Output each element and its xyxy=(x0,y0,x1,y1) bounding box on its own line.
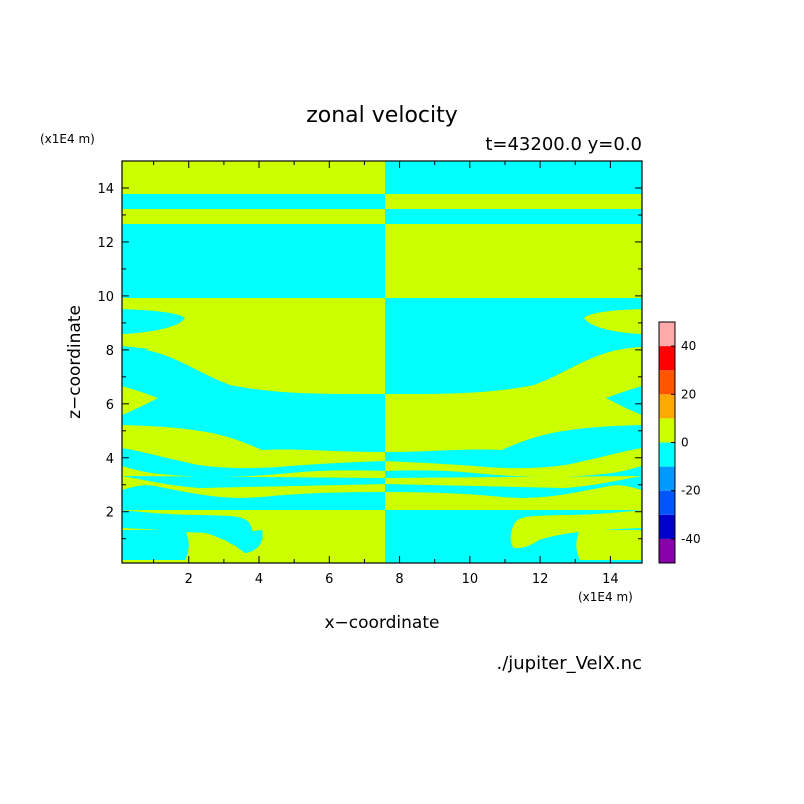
field-region-negative xyxy=(122,476,385,488)
x-tick-label: 14 xyxy=(602,572,619,587)
field-region-positive xyxy=(385,485,642,510)
y-unit-label: (x1E4 m) xyxy=(40,132,95,146)
colorbar-segment xyxy=(659,322,675,347)
x-tick-label: 2 xyxy=(185,572,193,587)
y-axis: 2 4 6 8 10 12 14 xyxy=(97,182,642,540)
field-left-half xyxy=(122,161,385,563)
source-file-label: ./jupiter_VelX.nc xyxy=(496,653,642,674)
colorbar-segment xyxy=(659,490,675,515)
colorbar: -40 -20 0 20 40 xyxy=(658,321,701,564)
plot-area: 2 4 6 8 10 12 14 2 4 6 8 10 12 14 xyxy=(97,160,643,587)
field-right-half xyxy=(385,161,642,563)
field-region-positive xyxy=(385,347,642,452)
y-tick-label: 8 xyxy=(106,344,114,359)
field-region-negative xyxy=(222,530,263,553)
colorbar-segment xyxy=(659,370,675,395)
colorbar-tick-label: -20 xyxy=(681,484,701,498)
colorbar-tick-label: 40 xyxy=(681,339,696,353)
y-tick-label: 2 xyxy=(106,506,114,521)
y-tick-label: 10 xyxy=(97,290,114,305)
colorbar-tick-label: -40 xyxy=(681,532,701,546)
x-tick-label: 10 xyxy=(462,572,479,587)
chart-subtitle: t=43200.0 y=0.0 xyxy=(485,134,642,155)
field-region-negative xyxy=(122,530,189,560)
colorbar-segment xyxy=(659,466,675,491)
field-region-negative xyxy=(122,448,385,477)
y-tick-label: 6 xyxy=(106,398,114,413)
y-tick-label: 12 xyxy=(97,236,114,251)
field-region-negative xyxy=(122,194,385,209)
colorbar-segment xyxy=(659,514,675,539)
y-tick-label: 14 xyxy=(97,182,114,197)
field-region-negative xyxy=(122,309,185,334)
field-region-negative xyxy=(122,347,385,452)
field-region-negative xyxy=(122,224,385,298)
colorbar-segment xyxy=(659,394,675,419)
field-region-positive xyxy=(385,476,642,488)
x-tick-label: 8 xyxy=(395,572,403,587)
colorbar-tick-label: 20 xyxy=(681,387,696,401)
colorbar-tick-label: 0 xyxy=(681,436,689,450)
x-axis-label: x−coordinate xyxy=(325,613,440,633)
colorbar-segment xyxy=(659,346,675,371)
chart-title: zonal velocity xyxy=(306,103,458,128)
x-unit-label: (x1E4 m) xyxy=(578,590,633,604)
x-tick-label: 12 xyxy=(532,572,549,587)
x-tick-label: 4 xyxy=(255,572,263,587)
field-region-positive xyxy=(385,224,642,298)
colorbar-segment xyxy=(659,418,675,443)
field-region-negative xyxy=(122,485,385,510)
field-region-positive xyxy=(510,510,642,549)
field-region-positive xyxy=(385,194,642,209)
field-region-negative xyxy=(122,510,254,549)
y-axis-label: z−coordinate xyxy=(65,305,85,419)
field-region-positive xyxy=(584,309,642,334)
colorbar-segment xyxy=(659,538,675,563)
field-region-positive xyxy=(122,528,385,563)
field-region-positive xyxy=(576,530,642,560)
x-tick-label: 6 xyxy=(325,572,333,587)
x-axis: 2 4 6 8 10 12 14 xyxy=(153,161,619,587)
plot-frame xyxy=(121,160,643,564)
colorbar-segment xyxy=(659,442,675,467)
field-region-positive xyxy=(385,448,642,477)
y-tick-label: 4 xyxy=(106,452,114,467)
